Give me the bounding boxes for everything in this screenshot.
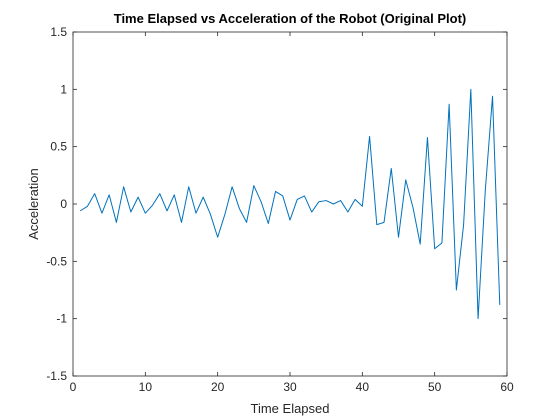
y-tick-label: 0.5 [50, 140, 67, 154]
plot-area [73, 32, 507, 376]
x-tick-label: 40 [356, 380, 370, 394]
x-tick-label: 0 [70, 380, 77, 394]
x-tick-label: 60 [500, 380, 514, 394]
y-tick-label: -1 [56, 312, 67, 326]
y-tick-label: -0.5 [46, 254, 67, 268]
y-tick-label: 1.5 [50, 25, 67, 39]
y-axis-label: Acceleration [26, 168, 41, 240]
axis-ticks: 0 10 20 30 40 50 60 1.5 1 0.5 0 -0.5 -1 -1.5 [46, 25, 514, 394]
series-line [79, 88, 501, 320]
x-tick-label: 20 [211, 380, 225, 394]
plot-frame [72, 31, 508, 377]
x-axis-label: Time Elapsed [251, 401, 330, 416]
chart-title: Time Elapsed vs Acceleration of the Robo… [114, 11, 467, 26]
x-tick-label: 10 [139, 380, 153, 394]
y-tick-label: 1 [60, 82, 67, 96]
y-tick-label: 0 [60, 197, 67, 211]
x-tick-label: 30 [283, 380, 297, 394]
x-tick-label: 50 [428, 380, 442, 394]
y-tick-label: -1.5 [46, 369, 67, 383]
